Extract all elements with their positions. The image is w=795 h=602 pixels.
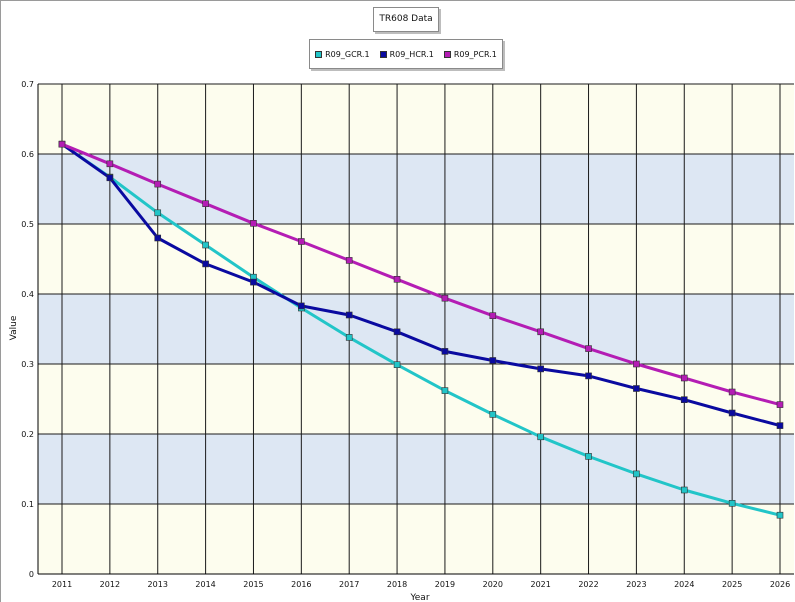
x-tick-label: 2012 [100,580,120,589]
band-0 [38,504,794,574]
y-tick-label: 0.4 [21,290,34,299]
x-tick-label: 2014 [195,580,215,589]
x-tick-label: 2023 [626,580,646,589]
legend-label-hcr: R09_HCR.1 [389,49,434,59]
band-5 [38,154,794,224]
band-3 [38,294,794,364]
x-tick-label: 2018 [387,580,407,589]
data-point-2 [537,328,544,336]
data-point-1 [776,422,784,429]
data-point-2 [345,257,353,264]
x-tick-label: 2024 [674,580,694,589]
y-tick-label: 0.6 [21,150,34,159]
data-point-1 [202,260,209,268]
x-tick-label: 2015 [243,580,263,589]
data-point-1 [585,372,592,380]
legend-swatch-gcr [315,50,323,58]
legend-label-pcr: R09_PCR.1 [453,49,497,59]
data-point-2 [298,238,305,245]
series-line-1 [61,142,781,428]
series-lines [58,140,784,519]
background-bands [38,84,794,574]
y-tick-label: 0 [29,570,34,579]
y-tick-label: 0.5 [21,220,34,229]
data-point-0 [202,241,209,249]
y-tick-label: 0.1 [21,500,34,509]
data-point-0 [441,387,449,394]
legend-item-gcr: R09_GCR.1 [315,49,370,59]
x-tick-label: 2017 [339,580,359,589]
x-tick-label: 2013 [148,580,168,589]
data-point-0 [393,361,401,369]
x-tick-label: 2021 [530,580,550,589]
x-axis-label: Year [409,593,429,602]
data-point-2 [728,388,736,396]
data-point-1 [680,396,688,404]
data-point-2 [680,374,688,382]
data-point-2 [585,345,592,352]
band-4 [38,224,794,294]
y-axis-label: Value [9,315,19,340]
x-tick-label: 2022 [578,580,598,589]
data-point-2 [441,294,449,302]
x-tick-label: 2019 [435,580,455,589]
band-1 [38,434,794,504]
data-point-1 [345,311,353,319]
data-point-1 [106,174,114,182]
data-point-1 [441,348,449,355]
x-tick-label: 2011 [52,580,72,589]
data-point-2 [202,200,209,207]
data-point-2 [250,220,257,227]
data-point-1 [633,385,640,392]
series-line-2 [61,142,781,407]
y-tick-label: 0.7 [21,80,34,89]
x-tick-label: 2020 [483,580,503,589]
data-point-2 [633,360,640,368]
data-point-0 [154,209,162,217]
chart-title: TR608 Data [379,14,433,24]
data-point-1 [250,278,257,286]
data-point-0 [680,486,688,494]
legend-swatch-pcr [443,50,451,58]
legend-label-gcr: R09_GCR.1 [325,49,370,59]
legend-swatch-hcr [379,50,387,58]
data-point-1 [489,357,497,364]
data-point-0 [489,411,497,418]
grid-lines [38,83,794,575]
y-tick-label: 0.2 [21,430,34,439]
data-point-0 [776,511,784,519]
x-tick-label: 2026 [770,580,790,589]
data-point-0 [537,433,544,441]
legend-item-pcr: R09_PCR.1 [443,49,497,59]
series-line-0 [61,142,781,517]
tick-labels: 0 0.1 0.2 0.3 0.4 0.5 0.6 0.7 2011 2012 2013 2014 20… [21,80,790,589]
data-point-2 [154,180,162,188]
data-point-1 [728,409,736,417]
data-point-1 [154,234,162,242]
data-point-1 [393,328,401,336]
legend-item-hcr: R09_HCR.1 [379,49,434,59]
x-tick-label: 2016 [291,580,311,589]
data-point-1 [298,302,305,310]
y-tick-label: 0.3 [21,360,34,369]
chart-title-box: TR608 Data [373,7,439,32]
data-point-0 [633,470,640,478]
x-tick-label: 2025 [722,580,742,589]
data-point-2 [776,401,784,408]
legend: R09_GCR.1 R09_HCR.1 R09_PCR.1 [309,39,503,69]
data-point-2 [58,140,66,148]
data-point-0 [728,499,736,507]
band-6 [38,84,794,154]
data-point-0 [585,453,592,460]
data-point-2 [393,275,401,283]
data-point-2 [106,160,114,168]
data-point-1 [537,365,544,373]
data-point-2 [489,312,497,320]
data-point-0 [345,334,353,341]
axes [37,84,794,575]
